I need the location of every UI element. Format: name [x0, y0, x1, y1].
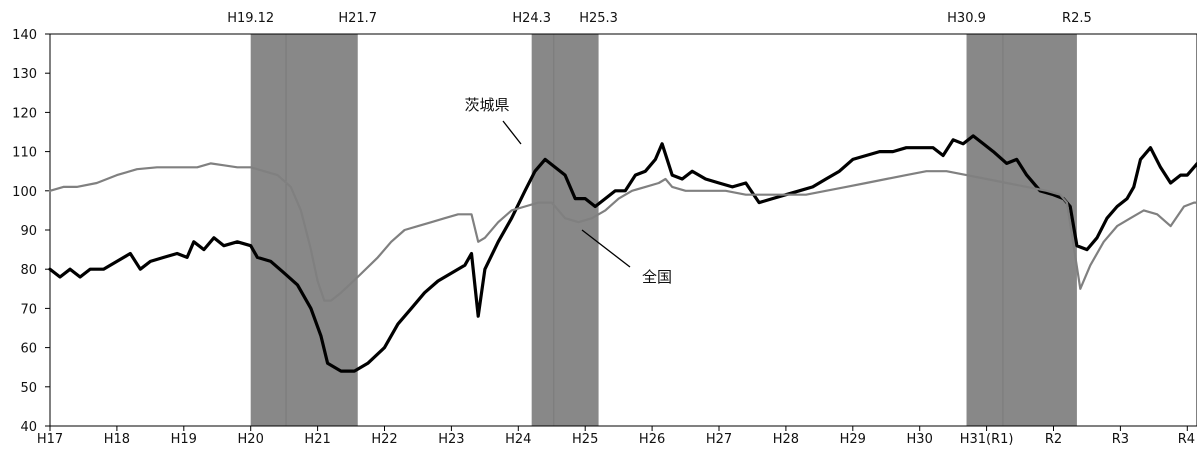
recession-band — [250, 34, 358, 426]
y-tick-label: 110 — [12, 146, 37, 161]
y-tick-label: 140 — [12, 28, 37, 43]
x-tick-label: R4 — [1178, 432, 1195, 447]
annotation-label: 茨城県 — [464, 96, 509, 114]
y-tick-label: 60 — [20, 342, 37, 357]
series-line — [48, 134, 1197, 373]
x-tick-label: H22 — [371, 432, 397, 447]
x-tick-label: H18 — [104, 432, 130, 447]
x-tick-label: H24 — [505, 432, 531, 447]
series-line — [48, 162, 1197, 302]
y-tick-label: 50 — [20, 381, 37, 396]
x-tick-label: H19 — [171, 432, 197, 447]
x-tick-label: H29 — [840, 432, 866, 447]
x-tick-label: H21 — [304, 432, 330, 447]
x-tick-label: H25 — [572, 432, 598, 447]
x-tick-label: H20 — [238, 432, 264, 447]
y-tick-label: 100 — [12, 185, 37, 200]
band-peak-label: H24.3 — [512, 11, 551, 26]
series-lines — [48, 134, 1197, 373]
recession-bands: H19.12 H21.7 H24.3 H25.3 H30.9 R2.5 — [227, 11, 1092, 426]
x-tick-label: H28 — [773, 432, 799, 447]
x-tick-label: H27 — [706, 432, 732, 447]
x-tick-label: R3 — [1112, 432, 1129, 447]
x-tick-label: H17 — [37, 432, 63, 447]
axes: 40 50 60 70 80 90 100 110 120 130 140 H17 H18 H19 H20 H… — [12, 28, 1197, 447]
recession-band — [531, 34, 599, 426]
y-tick-label: 70 — [20, 302, 37, 317]
band-trough-label: H21.7 — [338, 11, 377, 26]
annotation-leader — [581, 229, 631, 268]
band-trough-label: R2.5 — [1062, 11, 1092, 26]
y-tick-label: 120 — [12, 106, 37, 121]
x-tick-label: H31(R1) — [960, 432, 1014, 447]
y-tick-label: 130 — [12, 67, 37, 82]
annotation-label: 全国 — [642, 268, 672, 286]
band-peak-label: H30.9 — [947, 11, 986, 26]
band-peak-label: H19.12 — [227, 11, 274, 26]
x-tick-label: H23 — [438, 432, 464, 447]
x-tick-label: H26 — [639, 432, 665, 447]
y-tick-label: 40 — [20, 420, 37, 435]
band-trough-label: H25.3 — [579, 11, 618, 26]
recession-band — [966, 34, 1077, 426]
x-tick-label: H30 — [907, 432, 933, 447]
y-tick-label: 80 — [20, 263, 37, 278]
annotation-leader — [502, 120, 522, 145]
y-tick-label: 90 — [20, 224, 37, 239]
x-tick-label: R2 — [1045, 432, 1062, 447]
